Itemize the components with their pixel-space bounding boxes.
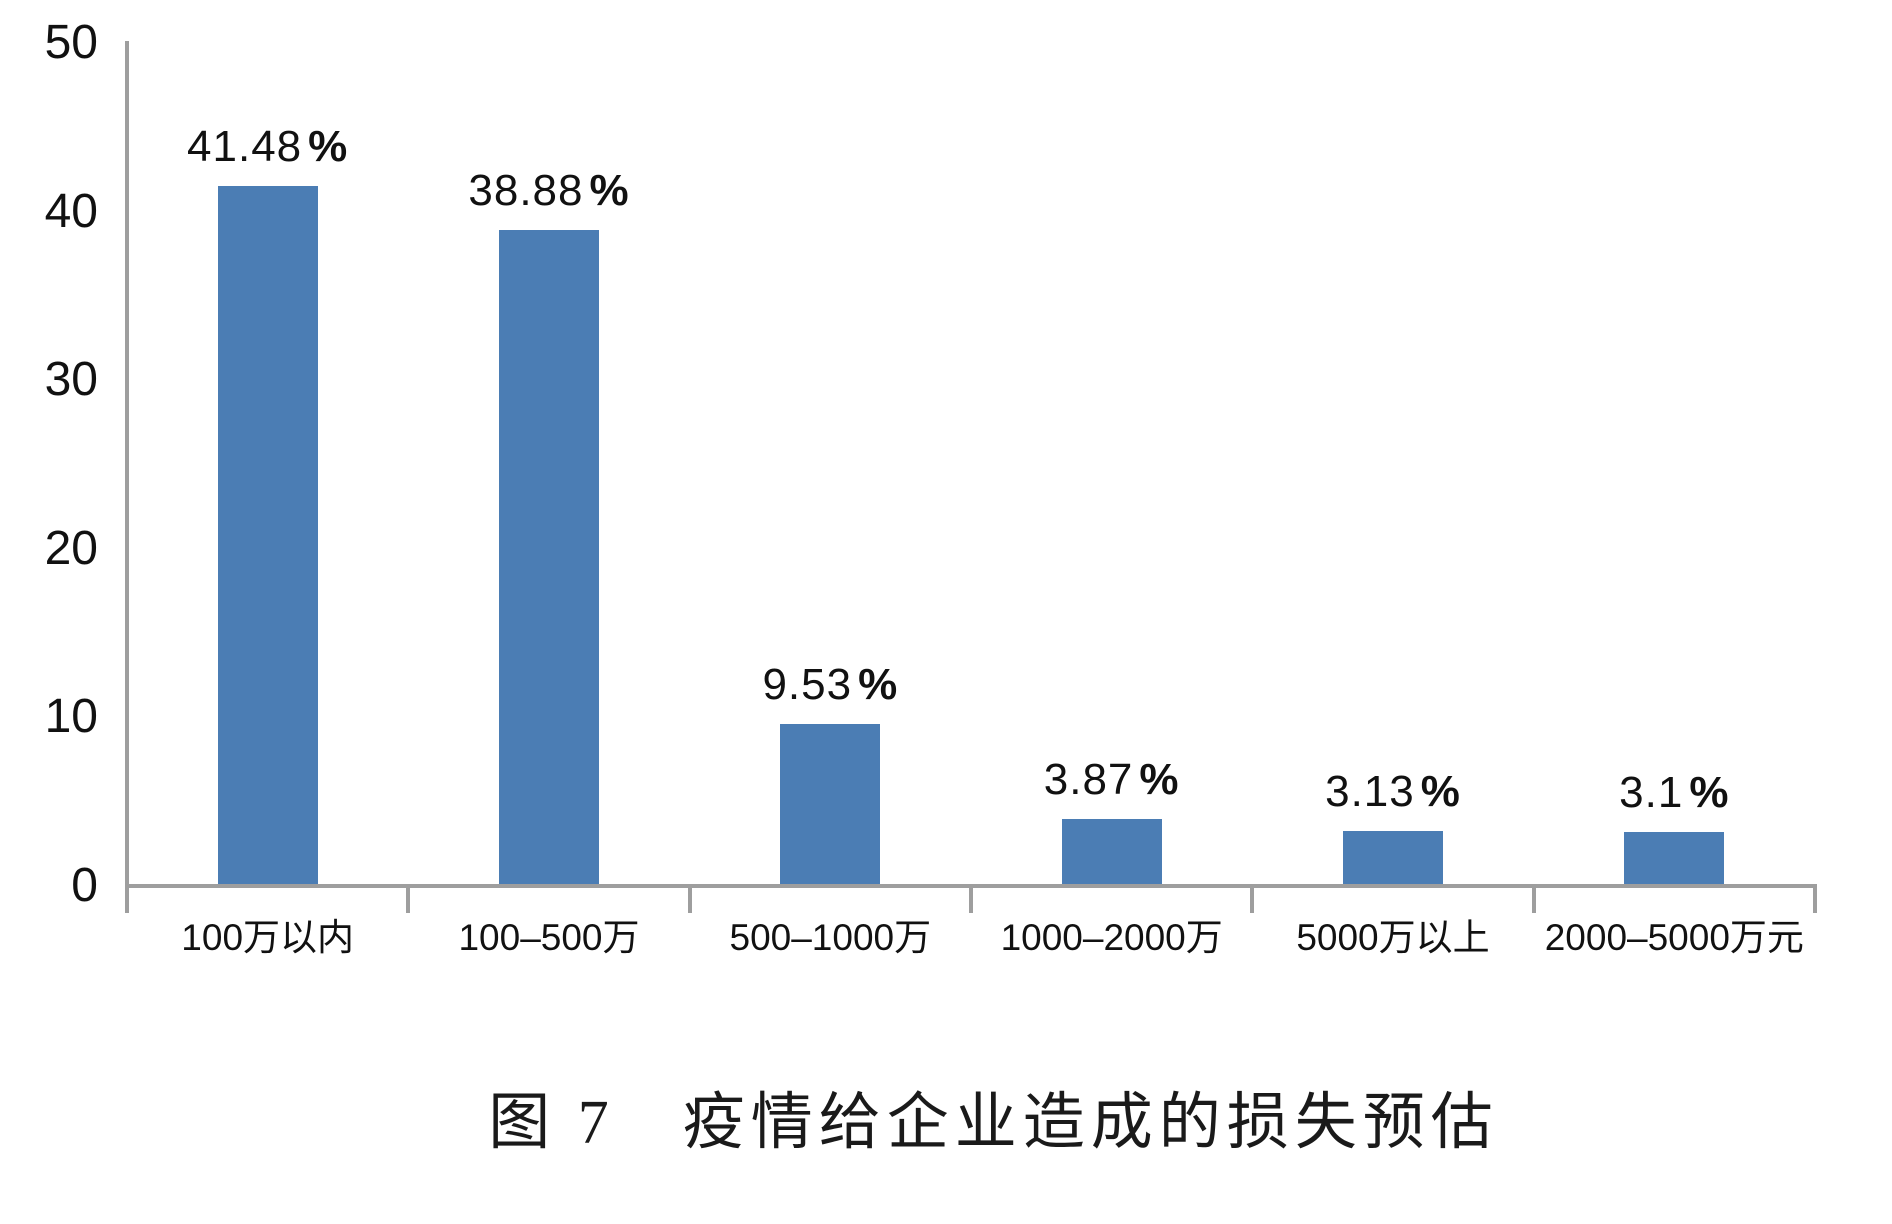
x-axis-line — [125, 884, 1817, 888]
bar — [780, 724, 881, 884]
x-axis-tick — [969, 888, 973, 913]
y-tick-label: 0 — [71, 859, 98, 912]
chart-caption: 图 7 疫情给企业造成的损失预估 — [488, 1089, 1499, 1157]
x-tick-label: 1000–2000万 — [1000, 917, 1223, 958]
x-tick-label: 5000万以上 — [1296, 917, 1490, 958]
y-tick-label: 10 — [44, 690, 98, 744]
x-tick-label: 100万以内 — [181, 917, 355, 958]
x-axis-tick — [1250, 888, 1255, 913]
x-tick-label: 500–1000万 — [729, 917, 932, 958]
bar-value-label: 3.1% — [1524, 769, 1824, 817]
percent-sign: % — [308, 122, 349, 171]
bar-value-number: 9.53 — [762, 660, 853, 709]
bar — [217, 186, 318, 884]
bar — [1343, 831, 1443, 884]
bar-value-label: 3.87% — [962, 756, 1262, 804]
bar-value-number: 41.48 — [187, 122, 303, 171]
bar-value-number: 3.87 — [1043, 755, 1134, 804]
y-tick-label: 40 — [44, 184, 98, 238]
bar-value-number: 38.88 — [468, 166, 584, 215]
bar — [499, 230, 599, 884]
bar-value-label: 38.88% — [399, 167, 699, 215]
percent-sign: % — [858, 660, 899, 709]
y-tick-label: 20 — [44, 521, 98, 575]
bar-value-number: 3.1 — [1619, 768, 1684, 817]
x-axis-tick — [687, 888, 692, 913]
x-axis-tick — [406, 888, 411, 913]
x-axis-tick — [1813, 888, 1817, 913]
percent-sign: % — [589, 166, 630, 215]
x-axis-tick — [1531, 888, 1536, 913]
x-tick-label: 100–500万 — [458, 917, 640, 958]
y-tick-label: 30 — [44, 353, 98, 407]
bar-value-number: 3.13 — [1325, 767, 1415, 816]
bar — [1061, 819, 1162, 884]
percent-sign: % — [1689, 768, 1730, 817]
bar-value-label: 41.48% — [118, 123, 418, 171]
y-tick-label: 50 — [44, 16, 98, 69]
percent-sign: % — [1420, 767, 1461, 816]
y-axis-line — [125, 41, 129, 913]
x-tick-label: 2000–5000万元 — [1544, 917, 1804, 958]
bar-value-label: 9.53% — [680, 661, 980, 709]
bar-value-label: 3.13% — [1243, 768, 1543, 816]
percent-sign: % — [1139, 755, 1180, 804]
bar — [1624, 832, 1725, 884]
